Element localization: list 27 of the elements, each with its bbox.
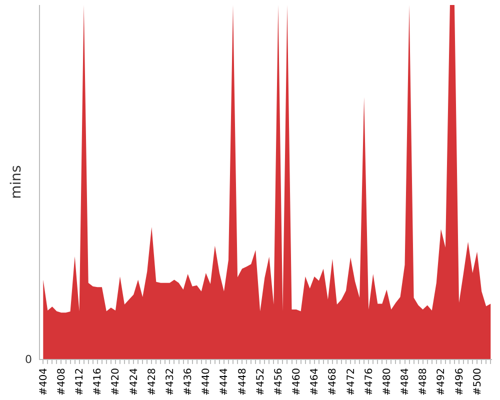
x-tick-label: #448 bbox=[237, 368, 248, 396]
x-tick-label: #444 bbox=[219, 368, 230, 396]
text: 0 bbox=[25, 353, 32, 366]
x-tick-label: #464 bbox=[310, 368, 321, 396]
x-tick-label: #408 bbox=[56, 368, 68, 396]
x-tick-label: #416 bbox=[92, 368, 104, 396]
x-tick-label: #452 bbox=[255, 368, 266, 396]
x-tick-label: #492 bbox=[436, 368, 448, 396]
x-tick-label: #480 bbox=[382, 368, 393, 396]
x-tick-label: #456 bbox=[273, 368, 284, 396]
x-tick-label: #404 bbox=[38, 368, 50, 396]
x-tick-label: #412 bbox=[74, 368, 86, 396]
x-tick-label: #436 bbox=[183, 368, 194, 396]
x-tick-label: #428 bbox=[146, 368, 158, 396]
y-axis-title: mins bbox=[8, 165, 25, 199]
x-tick-label: #432 bbox=[164, 368, 176, 396]
x-tick-label: #420 bbox=[110, 368, 122, 396]
x-tick-label: #496 bbox=[454, 368, 466, 396]
x-tick-label: #440 bbox=[201, 368, 212, 396]
x-tick-label: #460 bbox=[292, 368, 303, 396]
x-tick-label: #468 bbox=[328, 368, 339, 396]
x-tick-label: #424 bbox=[128, 368, 140, 396]
x-tick-label: #476 bbox=[364, 368, 375, 396]
x-tick-label: #488 bbox=[418, 368, 430, 396]
x-tick-label: #472 bbox=[346, 368, 357, 396]
x-tick-label: #500 bbox=[472, 368, 484, 396]
x-tick-label: #484 bbox=[400, 368, 412, 396]
